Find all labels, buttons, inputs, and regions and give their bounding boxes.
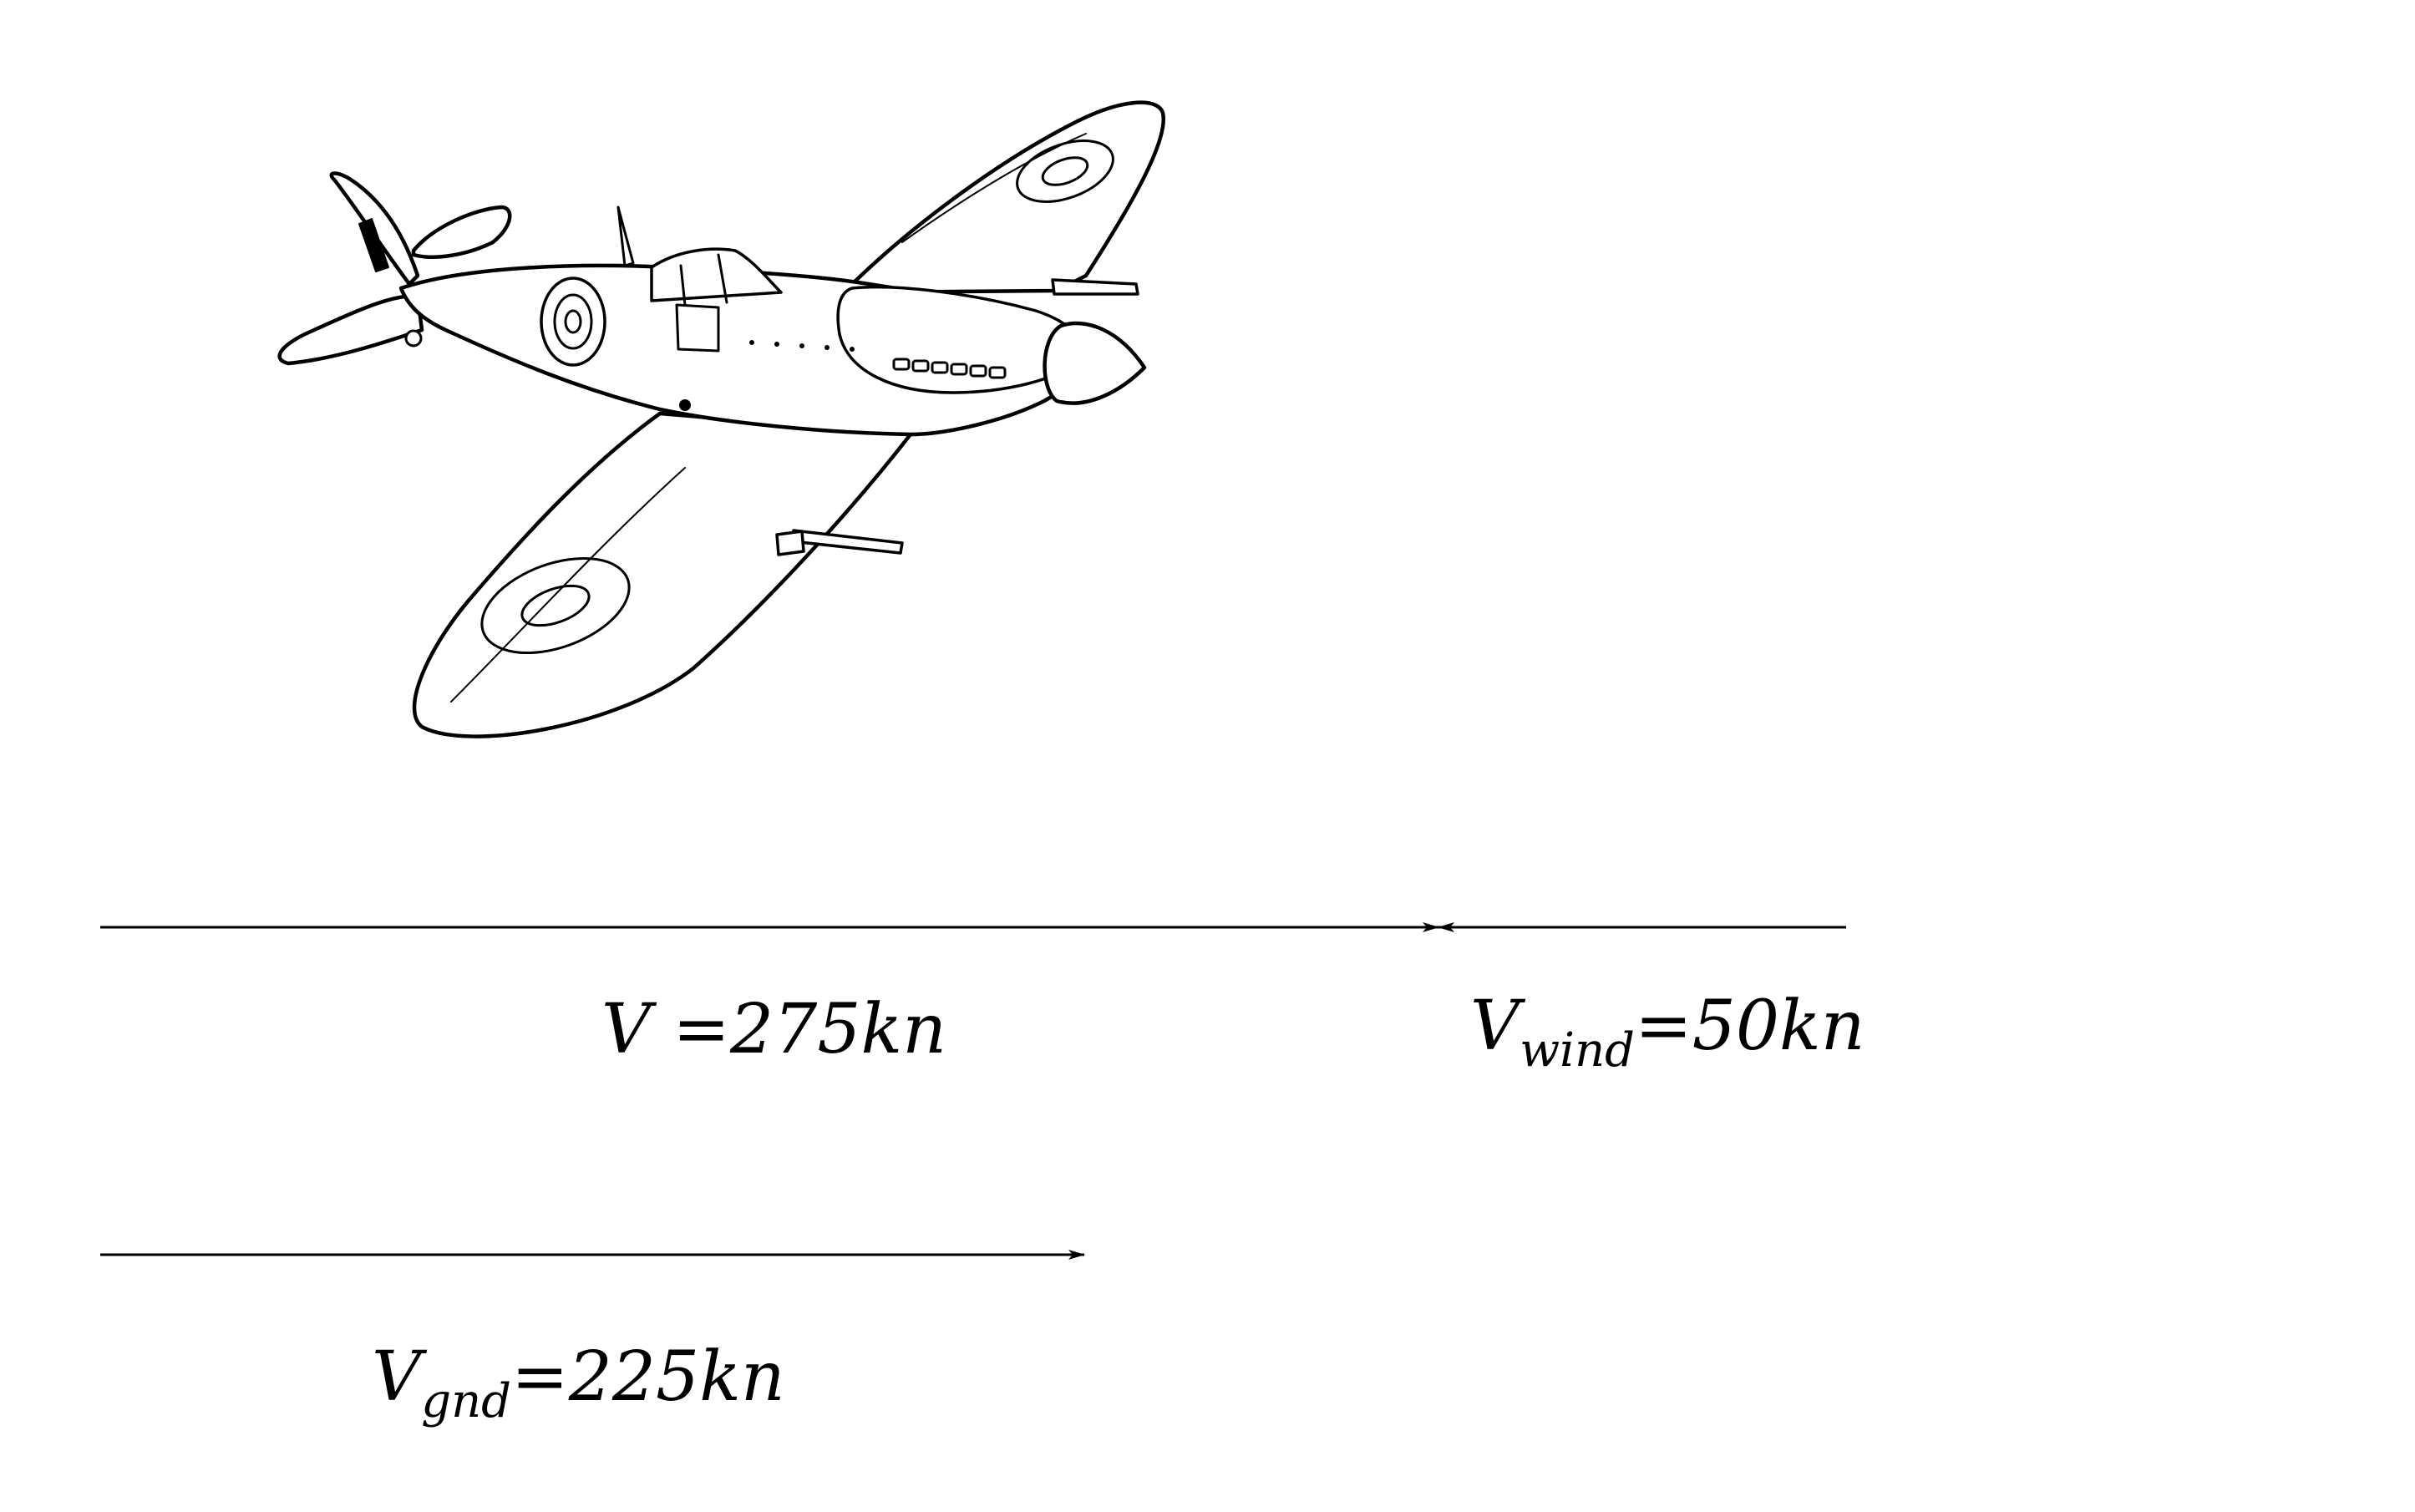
wind-symbol: V bbox=[1470, 987, 1520, 1066]
wind-subscript: wind bbox=[1520, 1023, 1635, 1078]
ground-unit: kn bbox=[699, 1337, 785, 1417]
airspeed-value: 275 bbox=[730, 990, 861, 1069]
wind-label: Vwind=50kn bbox=[1470, 992, 1865, 1074]
ground-symbol: V bbox=[372, 1337, 422, 1417]
airspeed-label: V =275kn bbox=[601, 996, 946, 1064]
airspeed-symbol: V bbox=[601, 990, 652, 1069]
wind-unit: kn bbox=[1779, 987, 1865, 1066]
ground-value: 225 bbox=[568, 1337, 700, 1417]
wind-equals: = bbox=[1634, 987, 1692, 1066]
airspeed-unit: kn bbox=[860, 990, 947, 1069]
ground-speed-label: Vgnd=225kn bbox=[372, 1343, 785, 1425]
airplane-icon bbox=[277, 100, 1166, 738]
wind-value: 50 bbox=[1692, 987, 1780, 1066]
ground-equals: = bbox=[510, 1337, 569, 1417]
airspeed-equals: = bbox=[651, 990, 730, 1069]
ground-subscript: gnd bbox=[421, 1374, 511, 1428]
